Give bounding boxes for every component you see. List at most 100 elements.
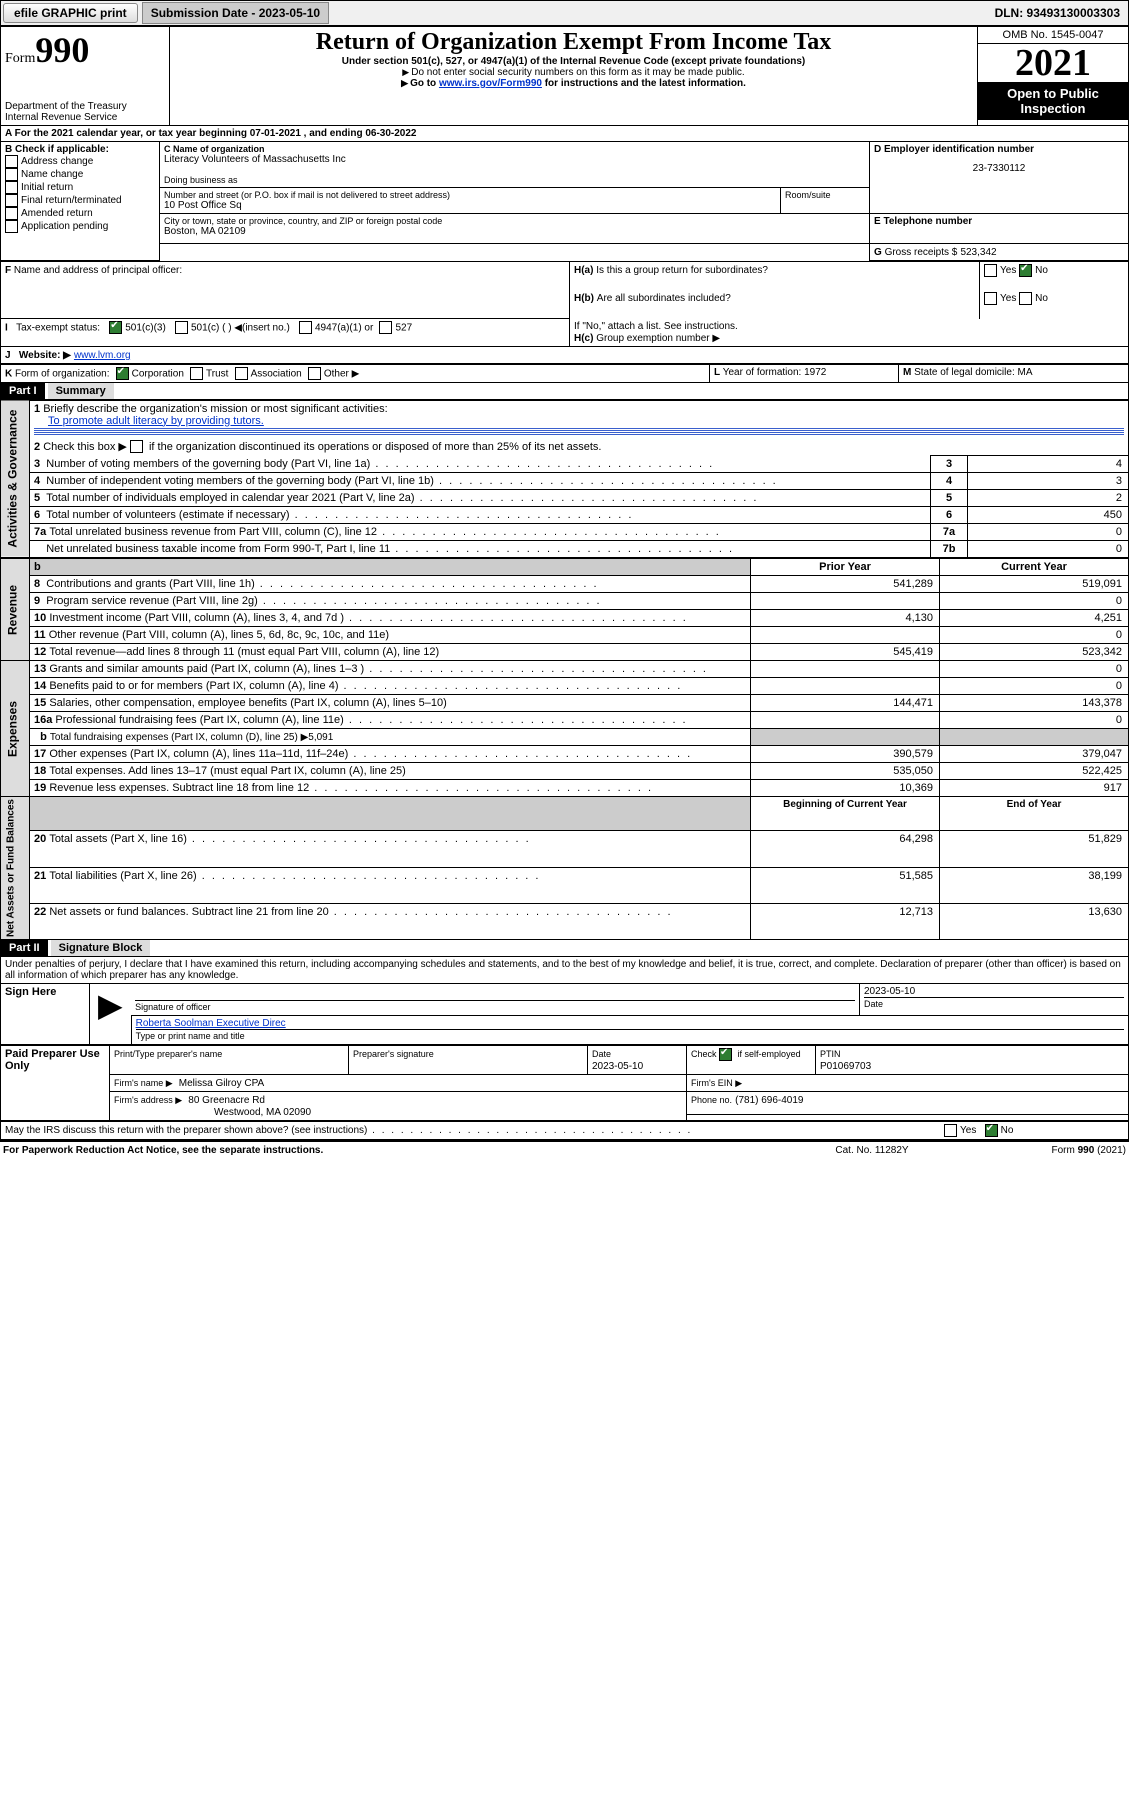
ein: 23-7330112 (874, 155, 1124, 182)
chk-discontinued[interactable] (130, 440, 143, 453)
chk-assoc[interactable] (235, 367, 248, 380)
pp-date: 2023-05-10 (592, 1061, 643, 1072)
irs: Internal Revenue Service (5, 112, 165, 123)
officer-name-title[interactable]: Roberta Soolman Executive Direc (136, 1018, 1124, 1029)
chk-527[interactable] (379, 321, 392, 334)
row-22: Net assets or fund balances. Subtract li… (49, 906, 672, 918)
form-number: 990 (35, 30, 89, 70)
klm-block: K Form of organization: Corporation Trus… (0, 364, 1129, 383)
ha: Is this a group return for subordinates? (596, 265, 768, 276)
discuss-row: May the IRS discuss this return with the… (0, 1121, 1129, 1140)
warn2-post: for instructions and the latest informat… (542, 78, 746, 89)
row-12: Total revenue—add lines 8 through 11 (mu… (49, 646, 439, 658)
col-current: Current Year (940, 559, 1129, 576)
entity-block: B Check if applicable: Address change Na… (0, 141, 1129, 261)
form-label: Form (5, 51, 35, 66)
chk-address[interactable] (5, 155, 18, 168)
chk-name[interactable] (5, 168, 18, 181)
room-label: Room/suite (785, 190, 865, 200)
state-domicile: MA (1018, 367, 1033, 378)
ha-no[interactable] (1019, 264, 1032, 277)
tax-year: 2021 (978, 44, 1128, 82)
efile-button[interactable]: efile GRAPHIC print (3, 3, 138, 23)
hb: Are all subordinates included? (597, 293, 731, 304)
j-label: Website: ▶ (19, 350, 71, 361)
val-7b: 0 (968, 541, 1129, 558)
val-3: 4 (968, 456, 1129, 473)
row-9: Program service revenue (Part VIII, line… (46, 595, 601, 607)
g-label: Gross receipts $ (885, 247, 958, 258)
vlabel-rev: Revenue (1, 559, 30, 661)
vlabel-gov: Activities & Governance (1, 400, 30, 558)
row-11: Other revenue (Part VIII, column (A), li… (49, 629, 389, 641)
vlabel-exp: Expenses (1, 661, 30, 797)
firm-name: Melissa Gilroy CPA (179, 1078, 264, 1089)
vlabel-bal: Net Assets or Fund Balances (1, 797, 30, 940)
part1-title: Summary (48, 383, 114, 399)
col-end: End of Year (940, 797, 1129, 831)
row-3: Number of voting members of the governin… (46, 458, 714, 470)
row-14: Benefits paid to or for members (Part IX… (49, 680, 682, 692)
chk-initial[interactable] (5, 181, 18, 194)
e-label: Telephone number (883, 216, 972, 227)
row-13: Grants and similar amounts paid (Part IX… (49, 663, 708, 675)
row-5: Total number of individuals employed in … (46, 492, 758, 504)
chk-other[interactable] (308, 367, 321, 380)
val-5: 2 (968, 490, 1129, 507)
chk-amended[interactable] (5, 207, 18, 220)
discuss: May the IRS discuss this return with the… (5, 1125, 692, 1136)
website-link[interactable]: www.lvm.org (74, 350, 131, 361)
discuss-no[interactable] (985, 1124, 998, 1137)
dba-label: Doing business as (164, 175, 865, 185)
chk-501c3[interactable] (109, 321, 122, 334)
row-16b: Total fundraising expenses (Part IX, col… (50, 732, 333, 743)
chk-final[interactable] (5, 194, 18, 207)
city: Boston, MA 02109 (164, 226, 865, 237)
form990-link[interactable]: www.irs.gov/Form990 (439, 78, 542, 89)
firm-addr-label: Firm's address ▶ (114, 1095, 182, 1105)
chk-pending[interactable] (5, 220, 18, 233)
row-20: Total assets (Part X, line 16) (49, 833, 530, 845)
sig-officer-label: Signature of officer (135, 1002, 210, 1012)
sig-date-value: 2023-05-10 (864, 986, 1124, 997)
chk-corp[interactable] (116, 367, 129, 380)
hb-no[interactable] (1019, 292, 1032, 305)
mission[interactable]: To promote adult literacy by providing t… (48, 415, 264, 427)
phone-label: Phone no. (691, 1095, 732, 1105)
pra-notice: For Paperwork Reduction Act Notice, see … (2, 1144, 769, 1157)
revenue-table: Revenue b Prior Year Current Year 8 Cont… (0, 558, 1129, 940)
fhij-block: F Name and address of principal officer:… (0, 261, 1129, 364)
paid-preparer: Paid Preparer Use Only (1, 1046, 110, 1121)
row-8: Contributions and grants (Part VIII, lin… (46, 578, 598, 590)
row-16a: Professional fundraising fees (Part IX, … (55, 714, 687, 726)
ptin-label: PTIN (820, 1049, 841, 1059)
hb-yes[interactable] (984, 292, 997, 305)
chk-501c[interactable] (175, 321, 188, 334)
street-label: Number and street (or P.O. box if mail i… (164, 190, 776, 200)
row-18: Total expenses. Add lines 13–17 (must eq… (49, 765, 405, 777)
row-10: Investment income (Part VIII, column (A)… (49, 612, 688, 624)
part2-title: Signature Block (51, 940, 151, 956)
ha-yes[interactable] (984, 264, 997, 277)
topbar: efile GRAPHIC print Submission Date - 20… (0, 0, 1129, 26)
l-label: Year of formation: (723, 367, 802, 378)
firm-name-label: Firm's name ▶ (114, 1078, 173, 1088)
row-7a: Total unrelated business revenue from Pa… (49, 526, 721, 538)
subtitle: Under section 501(c), 527, or 4947(a)(1)… (174, 56, 973, 67)
b-label: Check if applicable: (15, 144, 109, 155)
chk-self-employed[interactable] (719, 1048, 732, 1061)
warn-ssn: Do not enter social security numbers on … (411, 67, 744, 78)
c-name-label: Name of organization (173, 144, 265, 154)
pp-date-label: Date (592, 1049, 611, 1059)
pp-self: if self-employed (738, 1049, 801, 1059)
form-title: Return of Organization Exempt From Incom… (174, 29, 973, 56)
chk-trust[interactable] (190, 367, 203, 380)
name-title-label: Type or print name and title (136, 1031, 245, 1041)
m-label: State of legal domicile: (914, 367, 1015, 378)
q1: Briefly describe the organization's miss… (43, 403, 387, 415)
discuss-yes[interactable] (944, 1124, 957, 1137)
pp-check: Check (691, 1049, 717, 1059)
pp-sig-label: Preparer's signature (353, 1049, 434, 1059)
chk-4947[interactable] (299, 321, 312, 334)
q2b: if the organization discontinued its ope… (149, 441, 602, 453)
